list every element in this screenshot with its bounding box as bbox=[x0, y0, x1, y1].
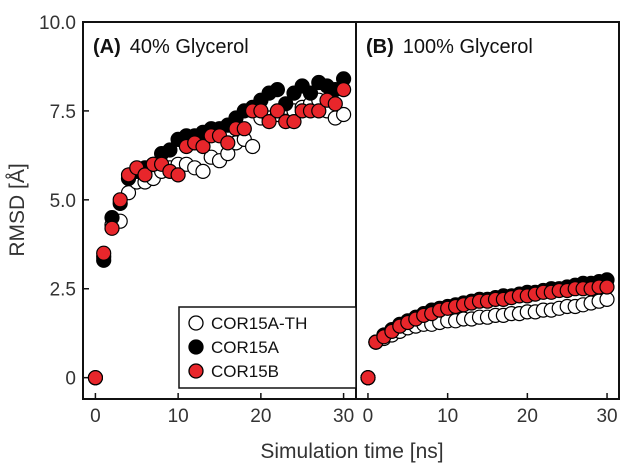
data-point-cor15b bbox=[599, 279, 615, 295]
data-point-cor15b bbox=[170, 167, 186, 183]
panel-b-frame bbox=[355, 21, 620, 400]
data-point-cor15a bbox=[162, 142, 178, 158]
x-tick-label: 10 bbox=[437, 406, 458, 427]
legend-label-cor15a: COR15A bbox=[211, 338, 280, 357]
legend-marker-cor15b bbox=[188, 363, 204, 379]
panel-b-letter: (B) bbox=[366, 36, 394, 58]
data-point-cor15b bbox=[360, 370, 376, 386]
data-point-cor15b bbox=[327, 96, 343, 112]
panel-a-title: 40% Glycerol bbox=[130, 36, 249, 58]
data-point-cor15b bbox=[236, 121, 252, 137]
data-point-cor15b bbox=[195, 138, 211, 155]
y-tick-label: 5.0 bbox=[50, 191, 76, 212]
x-tick-label: 10 bbox=[168, 406, 189, 427]
data-point-cor15b bbox=[137, 167, 153, 183]
legend-box bbox=[178, 306, 357, 389]
y-tick-label: 2.5 bbox=[50, 280, 76, 301]
data-point-cor15a bbox=[302, 85, 319, 101]
data-point-cor15b bbox=[220, 135, 236, 151]
data-point-cor15b bbox=[336, 81, 352, 98]
legend-label-cor15a-th: COR15A-TH bbox=[211, 314, 307, 333]
data-point-cor15a-th bbox=[195, 163, 211, 179]
legend-marker-cor15a bbox=[188, 339, 204, 355]
panel-b-label: (B) 100% Glycerol bbox=[366, 36, 533, 58]
panel-a-label: (A) 40% Glycerol bbox=[93, 36, 249, 58]
data-point-cor15b bbox=[87, 370, 104, 386]
axis-ticks: 0 2.5 5.0 7.5 10.0 0 10 20 30 0 10 20 30 bbox=[39, 13, 618, 427]
data-point-cor15b bbox=[112, 192, 128, 208]
panel-b-marks bbox=[360, 272, 615, 386]
data-point-cor15b bbox=[286, 113, 302, 130]
y-axis-title: RMSD [Å] bbox=[6, 163, 29, 256]
legend: COR15A-TH COR15A COR15B bbox=[178, 306, 357, 389]
x-tick-label: 0 bbox=[363, 406, 374, 427]
data-point-cor15b bbox=[253, 103, 269, 119]
x-tick-label: 0 bbox=[90, 406, 101, 427]
y-tick-label: 0 bbox=[65, 369, 76, 390]
legend-marker-cor15a-th bbox=[188, 315, 204, 331]
data-point-cor15b bbox=[104, 220, 120, 236]
legend-label-cor15b: COR15B bbox=[211, 362, 279, 381]
data-point-cor15a bbox=[269, 81, 285, 98]
x-axis-title: Simulation time [ns] bbox=[260, 440, 443, 463]
x-tick-label: 20 bbox=[250, 406, 271, 427]
data-point-cor15b bbox=[311, 103, 327, 119]
x-tick-label: 20 bbox=[517, 406, 538, 427]
data-point-cor15b bbox=[269, 103, 285, 119]
x-tick-label: 30 bbox=[333, 406, 354, 427]
data-point-cor15b bbox=[261, 113, 277, 130]
y-tick-label: 7.5 bbox=[50, 102, 76, 123]
data-point-cor15a-th bbox=[245, 138, 261, 155]
panel-b-title: 100% Glycerol bbox=[403, 36, 533, 58]
y-tick-label: 10.0 bbox=[39, 13, 76, 34]
data-point-cor15a-th bbox=[336, 106, 352, 123]
data-point-cor15b bbox=[96, 245, 112, 261]
x-tick-label: 30 bbox=[596, 406, 617, 427]
panel-a-letter: (A) bbox=[93, 36, 121, 58]
panel-a-marks bbox=[87, 71, 352, 386]
